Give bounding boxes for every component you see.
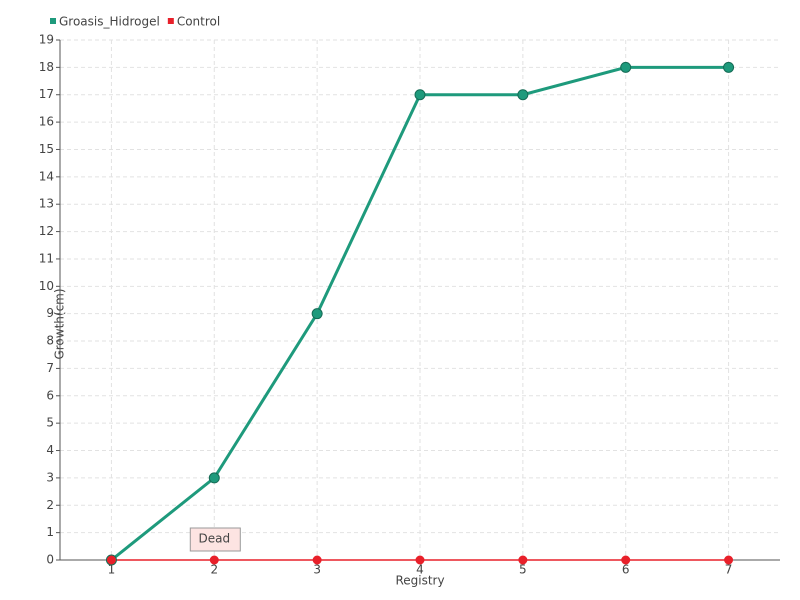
legend-swatch [167,18,174,24]
data-point [723,61,735,73]
x-tick-label: 6 [622,563,630,577]
x-tick-label: 3 [313,563,321,577]
x-tick-label: 1 [108,563,116,577]
y-tick-label: 18 [39,60,54,74]
data-point [311,308,323,320]
data-point [724,555,734,565]
y-tick-label: 16 [39,115,54,129]
y-tick-label: 15 [39,142,54,156]
y-tick-label: 9 [46,306,54,320]
data-point [621,555,631,565]
annotation-box [189,527,241,552]
legend-label: Groasis_Hidrogel [59,15,160,29]
legend-swatch [50,18,56,24]
y-tick-label: 11 [39,251,54,265]
data-point [620,61,632,73]
y-tick-label: 17 [39,87,54,101]
y-tick-label: 14 [39,169,54,183]
y-tick-label: 0 [46,553,54,567]
legend-label: Control [177,15,220,29]
y-tick-label: 13 [39,197,54,211]
y-tick-label: 6 [46,388,54,402]
y-tick-label: 12 [39,224,54,238]
y-tick-label: 2 [46,498,54,512]
y-tick-label: 10 [39,279,54,293]
x-axis-label: Registry [395,574,444,588]
data-point [106,555,116,565]
data-point [415,555,425,565]
y-tick-label: 7 [46,361,54,375]
annotation-text: Dead [198,532,230,546]
x-tick-label: 5 [519,563,527,577]
data-point [312,555,322,565]
y-tick-label: 8 [46,334,54,348]
y-tick-label: 5 [46,416,54,430]
data-point [414,89,426,101]
y-tick-label: 3 [46,470,54,484]
x-tick-label: 4 [416,563,424,577]
y-tick-label: 19 [39,33,54,47]
data-point [518,555,528,565]
y-tick-label: 1 [46,525,54,539]
x-tick-label: 7 [725,563,733,577]
data-point [208,472,220,484]
y-tick-label: 4 [46,443,54,457]
data-point [209,555,219,565]
x-tick-label: 2 [210,563,218,577]
data-point [517,89,529,101]
